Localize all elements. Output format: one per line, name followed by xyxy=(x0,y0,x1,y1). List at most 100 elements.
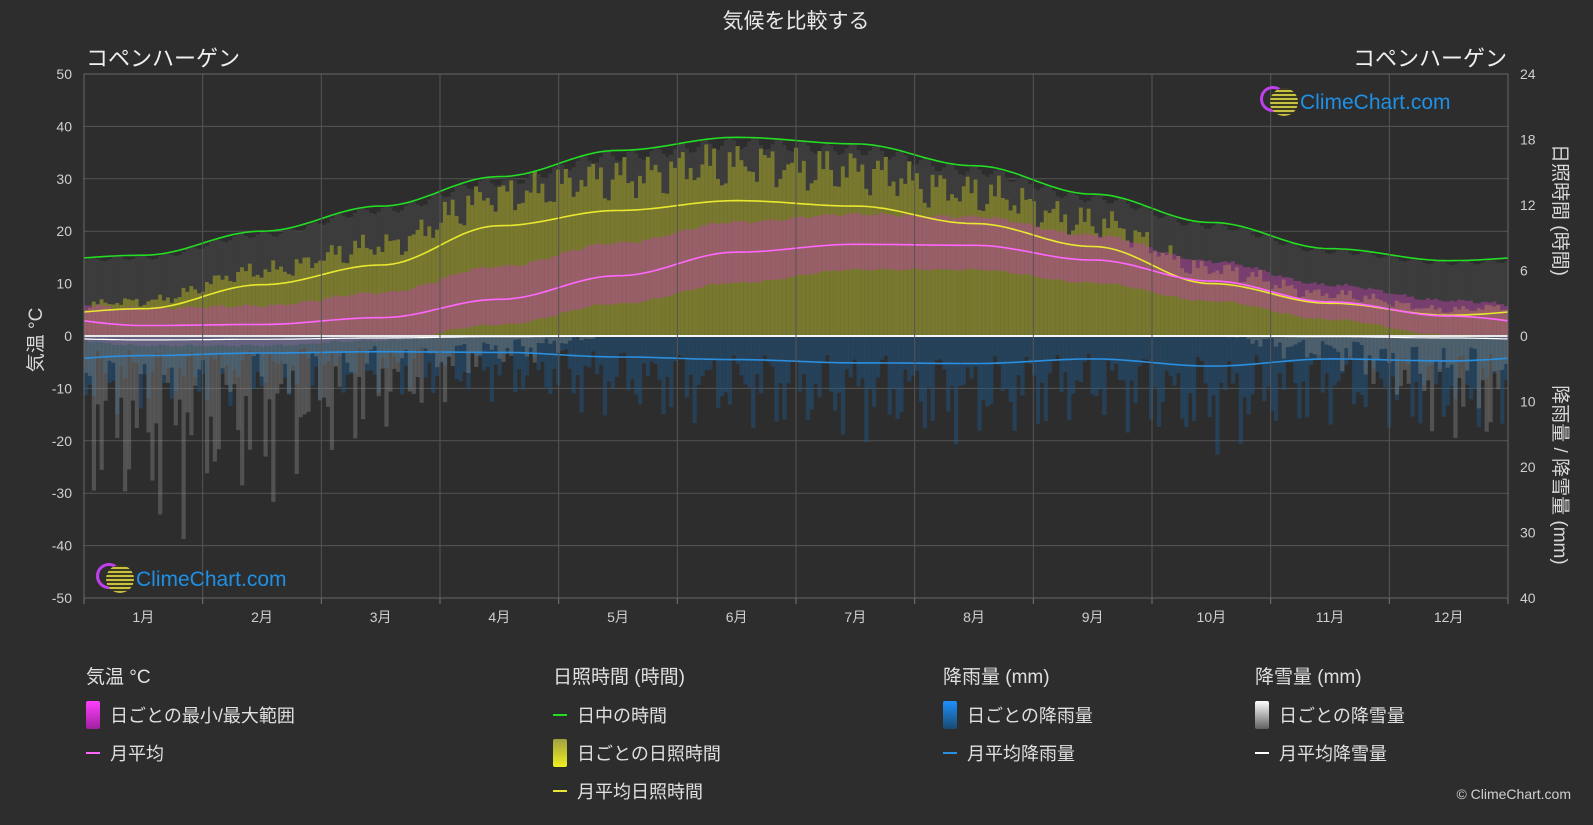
daily-temp-range-bar xyxy=(1406,296,1411,331)
daily-snow-bar xyxy=(177,336,182,400)
daily-rain-bar xyxy=(1133,336,1138,404)
daily-temp-range-bar xyxy=(548,258,553,317)
daily-sunshine-bar xyxy=(665,193,670,336)
daylight-bar xyxy=(1270,237,1275,336)
daily-sunshine-bar xyxy=(294,259,299,336)
daily-sunshine-bar xyxy=(985,204,990,336)
daily-rain-bar xyxy=(450,336,455,351)
daily-temp-range-bar xyxy=(1028,223,1033,275)
daily-sunshine-bar xyxy=(169,302,175,336)
daily-sunshine-bar xyxy=(91,301,97,336)
daily-sunshine-bar xyxy=(415,229,420,336)
daily-temp-range-bar xyxy=(208,306,214,346)
daily-snow-bar xyxy=(349,336,354,372)
daily-temp-range-bar xyxy=(1078,235,1084,283)
daily-rain-bar xyxy=(872,336,877,407)
legend-item: 月平均降雪量 xyxy=(1255,734,1405,772)
daily-sunshine-bar xyxy=(333,254,338,336)
daily-snow-bar xyxy=(111,336,116,363)
daily-sunshine-bar xyxy=(540,183,545,336)
daily-sunshine-bar xyxy=(961,186,967,336)
daily-snow-bar xyxy=(446,336,452,357)
daylight-bar xyxy=(1480,262,1485,336)
daily-sunshine-bar xyxy=(392,240,397,336)
daily-temp-range-bar xyxy=(181,308,186,346)
daily-sunshine-bar xyxy=(435,229,440,336)
daily-snow-bar xyxy=(1344,336,1349,349)
daily-temp-range-bar xyxy=(583,247,588,308)
daily-rain-bar xyxy=(1371,336,1376,369)
daily-snow-bar xyxy=(146,336,151,433)
daily-snow-bar xyxy=(489,336,494,350)
daily-temp-range-bar xyxy=(957,217,963,270)
daily-rain-bar xyxy=(1219,336,1224,383)
daily-rain-bar xyxy=(403,336,409,366)
daily-sunshine-bar xyxy=(731,166,736,336)
daily-sunshine-bar xyxy=(930,174,935,336)
daylight-bar xyxy=(103,261,108,336)
daily-temp-range-bar xyxy=(1035,226,1041,278)
daily-sunshine-bar xyxy=(1207,274,1212,336)
daily-rain-bar xyxy=(462,336,467,373)
daily-temp-range-bar xyxy=(158,308,163,345)
daily-rain-bar xyxy=(716,336,721,409)
daily-sunshine-bar xyxy=(111,304,116,336)
daily-temp-range-bar xyxy=(556,255,561,315)
daily-temp-range-bar xyxy=(946,215,951,270)
daily-rain-bar xyxy=(602,336,608,416)
daily-snow-bar xyxy=(341,336,346,354)
daily-rain-bar xyxy=(439,336,444,364)
daily-sunshine-bar xyxy=(349,254,354,336)
daily-rain-bar xyxy=(1414,336,1419,383)
daily-sunshine-bar xyxy=(872,169,877,336)
daily-sunshine-bar xyxy=(805,190,810,336)
daily-sunshine-bar xyxy=(673,167,678,336)
month-tick-label: 7月 xyxy=(844,609,866,625)
daily-snow-bar xyxy=(115,336,120,439)
daily-rain-bar xyxy=(1398,336,1403,358)
daily-rain-bar xyxy=(907,336,912,382)
daily-sunshine-bar xyxy=(1242,281,1247,336)
daily-sunshine-bar xyxy=(637,175,643,336)
daily-rain-bar xyxy=(895,336,900,420)
daily-temp-range-bar xyxy=(626,241,631,304)
daily-sunshine-bar xyxy=(325,252,331,336)
daily-temp-range-bar xyxy=(622,242,627,303)
daily-rain-bar xyxy=(1032,336,1037,376)
daily-rain-bar xyxy=(364,336,370,371)
y-left-tick-label: -40 xyxy=(52,538,72,554)
daily-sunshine-bar xyxy=(626,183,631,336)
daily-snow-bar xyxy=(306,336,311,412)
daily-rain-bar xyxy=(1429,336,1435,365)
daily-snow-bar xyxy=(123,336,128,492)
climechart-logo-icon xyxy=(1260,86,1298,120)
daily-rain-bar xyxy=(938,336,943,360)
daily-temp-range-bar xyxy=(318,301,323,345)
daily-rain-bar xyxy=(1363,336,1368,408)
daily-temp-range-bar xyxy=(1016,222,1021,275)
daily-sunshine-bar xyxy=(1422,308,1427,336)
daily-rain-bar xyxy=(87,336,93,385)
daily-snow-bar xyxy=(84,336,89,373)
daily-sunshine-bar xyxy=(470,205,475,336)
daily-snow-bar xyxy=(267,336,272,400)
daily-temp-range-bar xyxy=(1156,251,1162,295)
daily-snow-bar xyxy=(298,336,303,418)
daily-sunshine-bar xyxy=(1289,285,1294,336)
daylight-bar xyxy=(1414,258,1419,336)
daily-sunshine-bar xyxy=(345,263,350,336)
daily-snow-bar xyxy=(1281,336,1286,359)
daily-sunshine-bar xyxy=(833,186,838,336)
daily-sunshine-bar xyxy=(243,271,249,336)
daily-sunshine-bar xyxy=(1492,306,1497,336)
daily-rain-bar xyxy=(1035,336,1041,424)
daily-snow-bar xyxy=(1383,336,1388,349)
daily-temp-range-bar xyxy=(1004,219,1009,272)
daily-sunshine-bar xyxy=(275,269,280,336)
daily-sunshine-bar xyxy=(755,181,760,336)
daily-sunshine-bar xyxy=(1125,240,1130,336)
daylight-bar xyxy=(99,260,104,336)
daily-temp-range-bar xyxy=(934,215,939,270)
daily-temp-range-bar xyxy=(446,275,452,330)
daily-rain-bar xyxy=(1207,336,1212,418)
